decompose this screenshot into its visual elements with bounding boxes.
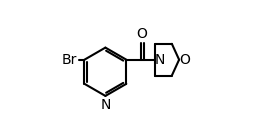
Text: N: N <box>155 53 165 67</box>
Text: Br: Br <box>61 53 77 67</box>
Text: O: O <box>180 53 190 67</box>
Text: N: N <box>100 98 111 112</box>
Text: O: O <box>137 27 148 41</box>
